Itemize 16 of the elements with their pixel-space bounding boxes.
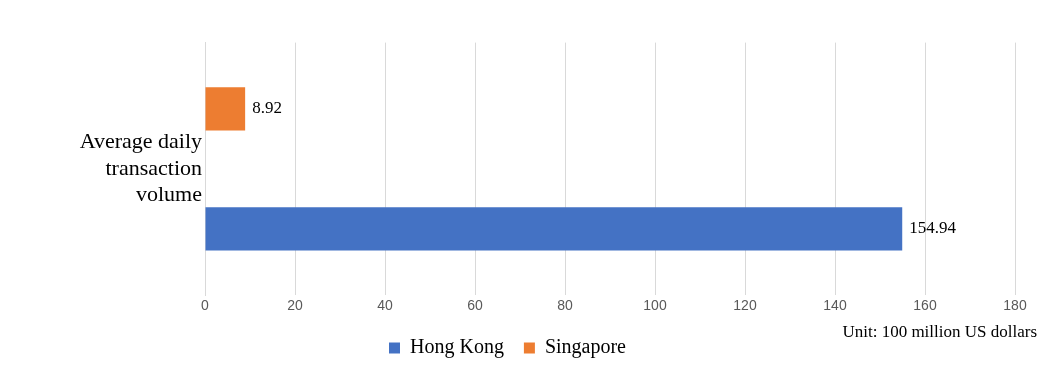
legend-label: Hong Kong [410,335,504,359]
x-tick-label: 160 [913,297,937,314]
data-label: 154.94 [909,218,957,238]
x-tick-label: 20 [287,297,303,314]
x-tick-label: 140 [823,297,847,314]
y-tick-label: Average daily transaction volume [79,128,202,207]
x-tick-label: 0 [201,297,210,314]
x-tick-label: 40 [377,297,393,314]
x-tick-label: 60 [467,297,483,314]
x-tick-label: 120 [733,297,757,314]
legend-label: Singapore [544,335,627,359]
x-tick-label: 80 [557,297,573,314]
x-tick-label: 180 [1003,297,1027,314]
x-tick-label: 100 [643,297,667,314]
text: Unit: 100 million US dollars [842,322,1037,342]
data-label: 8.92 [252,98,282,118]
